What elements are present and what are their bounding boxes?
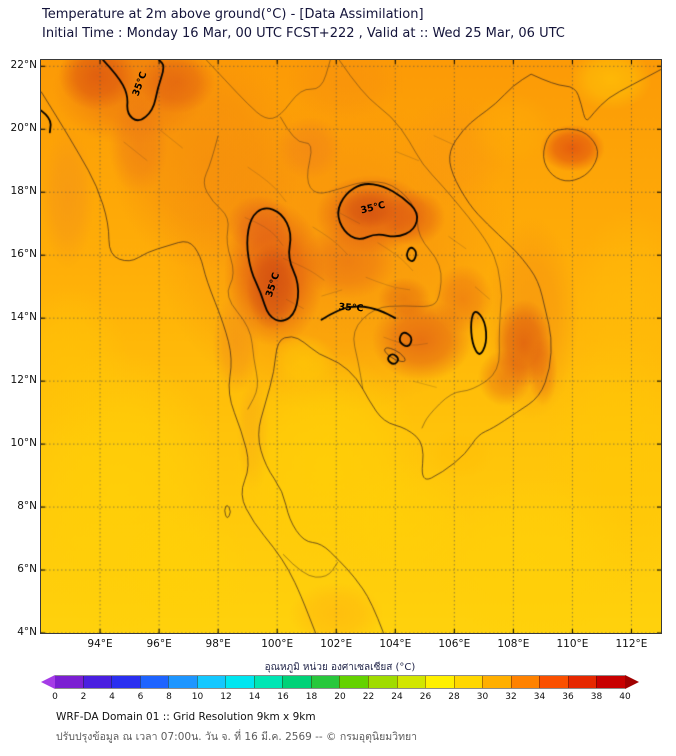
colorbar — [41, 675, 639, 689]
contour-label: 35°C — [338, 301, 364, 315]
colorbar-segment — [339, 676, 369, 688]
colorbar-segment — [55, 676, 83, 688]
x-tick-label: 94°E — [87, 638, 113, 650]
colorbar-tick-label: 0 — [52, 692, 58, 702]
colorbar-segment — [225, 676, 254, 688]
colorbar-label: อุณหภูมิ หน่วย องศาเซลเซียส (°C) — [264, 662, 416, 673]
colorbar-segment — [111, 676, 140, 688]
colorbar-segment — [253, 676, 283, 688]
colorbar-segment — [453, 676, 483, 688]
y-tick-label: 8°N — [17, 500, 37, 513]
y-tick-label: 6°N — [17, 563, 37, 576]
colorbar-tick-label: 28 — [448, 692, 460, 702]
colorbar-segment — [368, 676, 397, 688]
colorbar-tick-label: 18 — [305, 692, 318, 702]
colorbar-tick-label: 10 — [191, 692, 204, 702]
y-tick-label: 16°N — [10, 248, 37, 261]
colorbar-tick-label: 32 — [505, 692, 517, 702]
colorbar-tick-label: 38 — [590, 692, 603, 702]
x-tick-label: 98°E — [205, 638, 231, 650]
map-title: Temperature at 2m above ground(°C) - [Da… — [42, 7, 424, 22]
y-tick-label: 14°N — [10, 311, 37, 324]
y-tick-label: 22°N — [10, 59, 37, 72]
colorbar-tick-label: 14 — [248, 692, 261, 702]
colorbar-tick-label: 36 — [562, 692, 574, 702]
colorbar-tick-label: 30 — [476, 692, 489, 702]
footer-update-info: ปรับปรุงข้อมูล ณ เวลา 07:00น. วัน จ. ที่… — [56, 731, 418, 743]
x-tick-label: 112°E — [615, 638, 648, 650]
colorbar-gradient — [55, 675, 625, 689]
y-tick-label: 10°N — [10, 437, 37, 450]
colorbar-tick-label: 16 — [277, 692, 289, 702]
temperature-field-canvas — [41, 60, 661, 633]
footer-domain-info: WRF-DA Domain 01 :: Grid Resolution 9km … — [56, 711, 316, 723]
colorbar-tick-label: 26 — [419, 692, 432, 702]
x-tick-label: 110°E — [556, 638, 589, 650]
colorbar-tick-label: 22 — [362, 692, 375, 702]
colorbar-tick-label: 6 — [137, 692, 144, 702]
x-tick-label: 100°E — [261, 638, 294, 650]
colorbar-segment — [196, 676, 226, 688]
colorbar-tick-label: 8 — [166, 692, 172, 702]
colorbar-tick-label: 4 — [109, 692, 115, 702]
y-tick-label: 18°N — [10, 185, 37, 198]
y-tick-label: 12°N — [10, 374, 37, 387]
colorbar-segment — [168, 676, 197, 688]
colorbar-left-arrow-icon — [41, 675, 55, 689]
colorbar-segment — [310, 676, 340, 688]
colorbar-segment — [82, 676, 112, 688]
x-tick-label: 108°E — [497, 638, 530, 650]
colorbar-tick-label: 20 — [334, 692, 346, 702]
map-subtitle: Initial Time : Monday 16 Mar, 00 UTC FCS… — [42, 26, 565, 41]
colorbar-segment — [139, 676, 169, 688]
colorbar-segment — [482, 676, 511, 688]
x-tick-label: 102°E — [320, 638, 353, 650]
colorbar-tick-label: 24 — [391, 692, 403, 702]
colorbar-segment — [425, 676, 454, 688]
colorbar-tick-label: 40 — [619, 692, 631, 702]
x-tick-label: 104°E — [379, 638, 412, 650]
x-tick-label: 106°E — [438, 638, 471, 650]
colorbar-tick-label: 12 — [220, 692, 232, 702]
colorbar-right-arrow-icon — [625, 675, 639, 689]
colorbar-segment — [396, 676, 426, 688]
colorbar-segment — [567, 676, 597, 688]
y-tick-label: 20°N — [10, 122, 37, 135]
colorbar-segment — [282, 676, 311, 688]
temperature-map: 35°C 35°C 35°C 35°C — [40, 59, 662, 634]
colorbar-segment — [539, 676, 568, 688]
x-tick-label: 96°E — [146, 638, 172, 650]
colorbar-tick-label: 2 — [80, 692, 87, 702]
colorbar-segment — [596, 676, 625, 688]
y-tick-label: 4°N — [17, 626, 37, 638]
colorbar-tick-label: 34 — [533, 692, 546, 702]
colorbar-segment — [510, 676, 540, 688]
